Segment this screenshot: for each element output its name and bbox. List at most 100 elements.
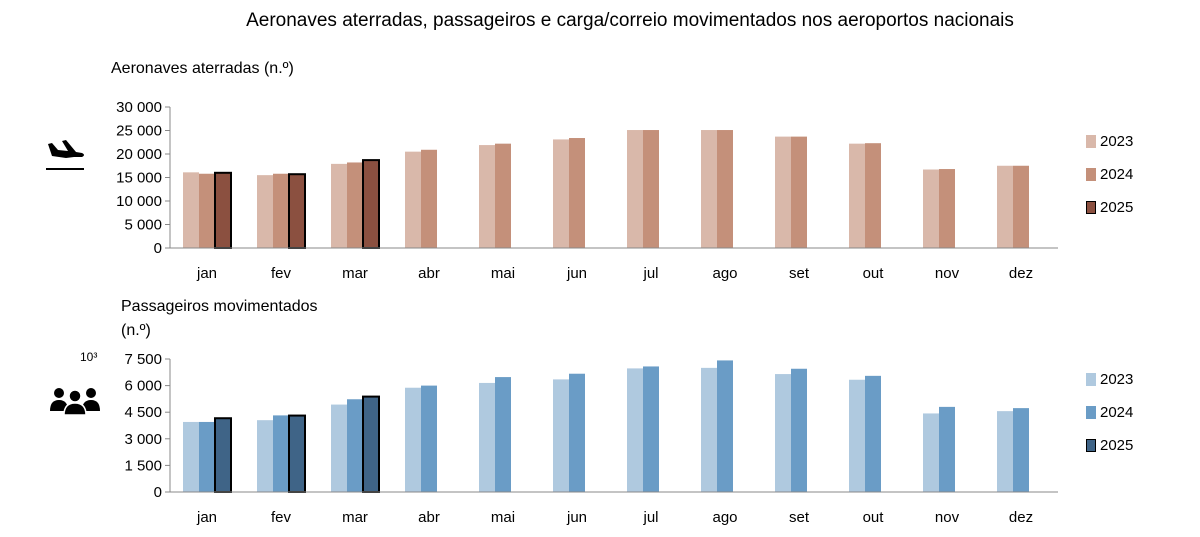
legend-swatch — [1086, 168, 1096, 181]
legend-label: 2024 — [1100, 404, 1134, 421]
bar-2023-jun — [553, 139, 569, 248]
bar-2023-out — [849, 379, 865, 492]
people-group-icon — [50, 388, 100, 416]
chart2-legend: 2023 2024 2025 — [1086, 363, 1133, 462]
legend-item-2023: 2023 — [1086, 363, 1133, 396]
x-tick-label: mai — [491, 509, 515, 526]
bar-2024-abr — [421, 385, 437, 492]
y-tick-label: 25 000 — [116, 123, 162, 140]
chart1-title: Aeronaves aterradas (n.º) — [111, 60, 294, 77]
bar-2023-mai — [479, 145, 495, 248]
legend-swatch — [1086, 439, 1096, 452]
page-title: Aeronaves aterradas, passageiros e carga… — [246, 10, 1014, 31]
bar-2023-set — [775, 374, 791, 492]
bar-2023-mai — [479, 382, 495, 492]
bar-2025-fev — [288, 414, 306, 493]
bar-2024-mai — [495, 377, 511, 492]
x-tick-label: jan — [196, 265, 217, 282]
bar-2023-fev — [257, 175, 273, 248]
airplane-landing-icon — [46, 140, 84, 170]
bar-2023-jun — [553, 379, 569, 492]
legend-item-2024: 2024 — [1086, 158, 1133, 191]
y-tick-label: 10 000 — [116, 193, 162, 210]
bar-2024-jul — [643, 366, 659, 492]
x-tick-label: set — [789, 265, 810, 282]
y-tick-label: 5 000 — [124, 217, 162, 234]
y-tick-label: 4 500 — [124, 404, 162, 421]
bar-2023-ago — [701, 367, 717, 492]
bar-2024-mar — [347, 162, 363, 248]
x-tick-label: mai — [491, 265, 515, 282]
x-tick-label: nov — [935, 509, 960, 526]
bar-2023-abr — [405, 151, 421, 248]
bar-2024-nov — [939, 169, 955, 248]
x-tick-label: fev — [271, 509, 292, 526]
bar-2023-dez — [997, 411, 1013, 492]
legend-swatch — [1086, 373, 1096, 386]
bar-2024-ago — [717, 360, 733, 492]
bar-2023-jan — [183, 172, 199, 248]
chart2-unit-label: 10³ — [80, 350, 98, 364]
bar-2024-fev — [273, 173, 289, 248]
bar-2023-out — [849, 143, 865, 248]
x-tick-label: mar — [342, 509, 368, 526]
bar-2023-nov — [923, 413, 939, 492]
x-tick-label: ago — [712, 509, 737, 526]
y-tick-label: 0 — [154, 240, 162, 257]
bar-2023-set — [775, 136, 791, 248]
bar-2024-jun — [569, 373, 585, 492]
x-tick-label: dez — [1009, 265, 1033, 282]
bar-2023-abr — [405, 387, 421, 492]
x-tick-label: jan — [196, 509, 217, 526]
legend-item-2025: 2025 — [1086, 191, 1133, 224]
x-tick-label: jun — [566, 509, 587, 526]
bar-2023-mar — [331, 404, 347, 492]
y-tick-label: 0 — [154, 484, 162, 501]
legend-item-2024: 2024 — [1086, 396, 1133, 429]
bar-2024-set — [791, 368, 807, 492]
bar-2024-jan — [199, 421, 215, 492]
bar-2024-jan — [199, 173, 215, 248]
bar-2024-dez — [1013, 165, 1029, 248]
bar-2024-fev — [273, 415, 289, 492]
legend-item-2023: 2023 — [1086, 125, 1133, 158]
y-tick-label: 15 000 — [116, 170, 162, 187]
bar-2023-jul — [627, 368, 643, 492]
x-tick-label: jul — [642, 265, 658, 282]
legend-label: 2024 — [1100, 166, 1134, 183]
bar-2024-out — [865, 375, 881, 492]
legend-swatch — [1086, 406, 1096, 419]
bar-2025-mar — [362, 395, 380, 493]
legend-label: 2025 — [1100, 199, 1134, 216]
x-tick-label: jun — [566, 265, 587, 282]
bar-2024-nov — [939, 406, 955, 492]
y-tick-label: 30 000 — [116, 99, 162, 116]
bar-2024-abr — [421, 149, 437, 248]
y-tick-label: 3 000 — [124, 431, 162, 448]
x-tick-label: nov — [935, 265, 960, 282]
bar-2024-ago — [717, 130, 733, 248]
x-tick-label: abr — [418, 265, 440, 282]
bar-2024-set — [791, 136, 807, 248]
legend-label: 2023 — [1100, 133, 1134, 150]
y-tick-label: 7 500 — [124, 351, 162, 368]
bar-2023-ago — [701, 130, 717, 248]
bar-2024-jul — [643, 130, 659, 248]
y-tick-label: 6 000 — [124, 378, 162, 395]
bar-2023-dez — [997, 165, 1013, 248]
bar-2023-jan — [183, 421, 199, 492]
bar-2024-jun — [569, 138, 585, 248]
bar-2023-mar — [331, 163, 347, 248]
legend-label: 2025 — [1100, 437, 1134, 454]
x-tick-label: out — [863, 509, 885, 526]
x-tick-label: ago — [712, 265, 737, 282]
bar-2024-mar — [347, 399, 363, 492]
x-tick-label: mar — [342, 265, 368, 282]
chart1-legend: 2023 2024 2025 — [1086, 125, 1133, 224]
chart2-title: Passageiros movimentados — [121, 298, 318, 315]
x-tick-label: abr — [418, 509, 440, 526]
legend-swatch — [1086, 135, 1096, 148]
bar-2023-fev — [257, 420, 273, 492]
